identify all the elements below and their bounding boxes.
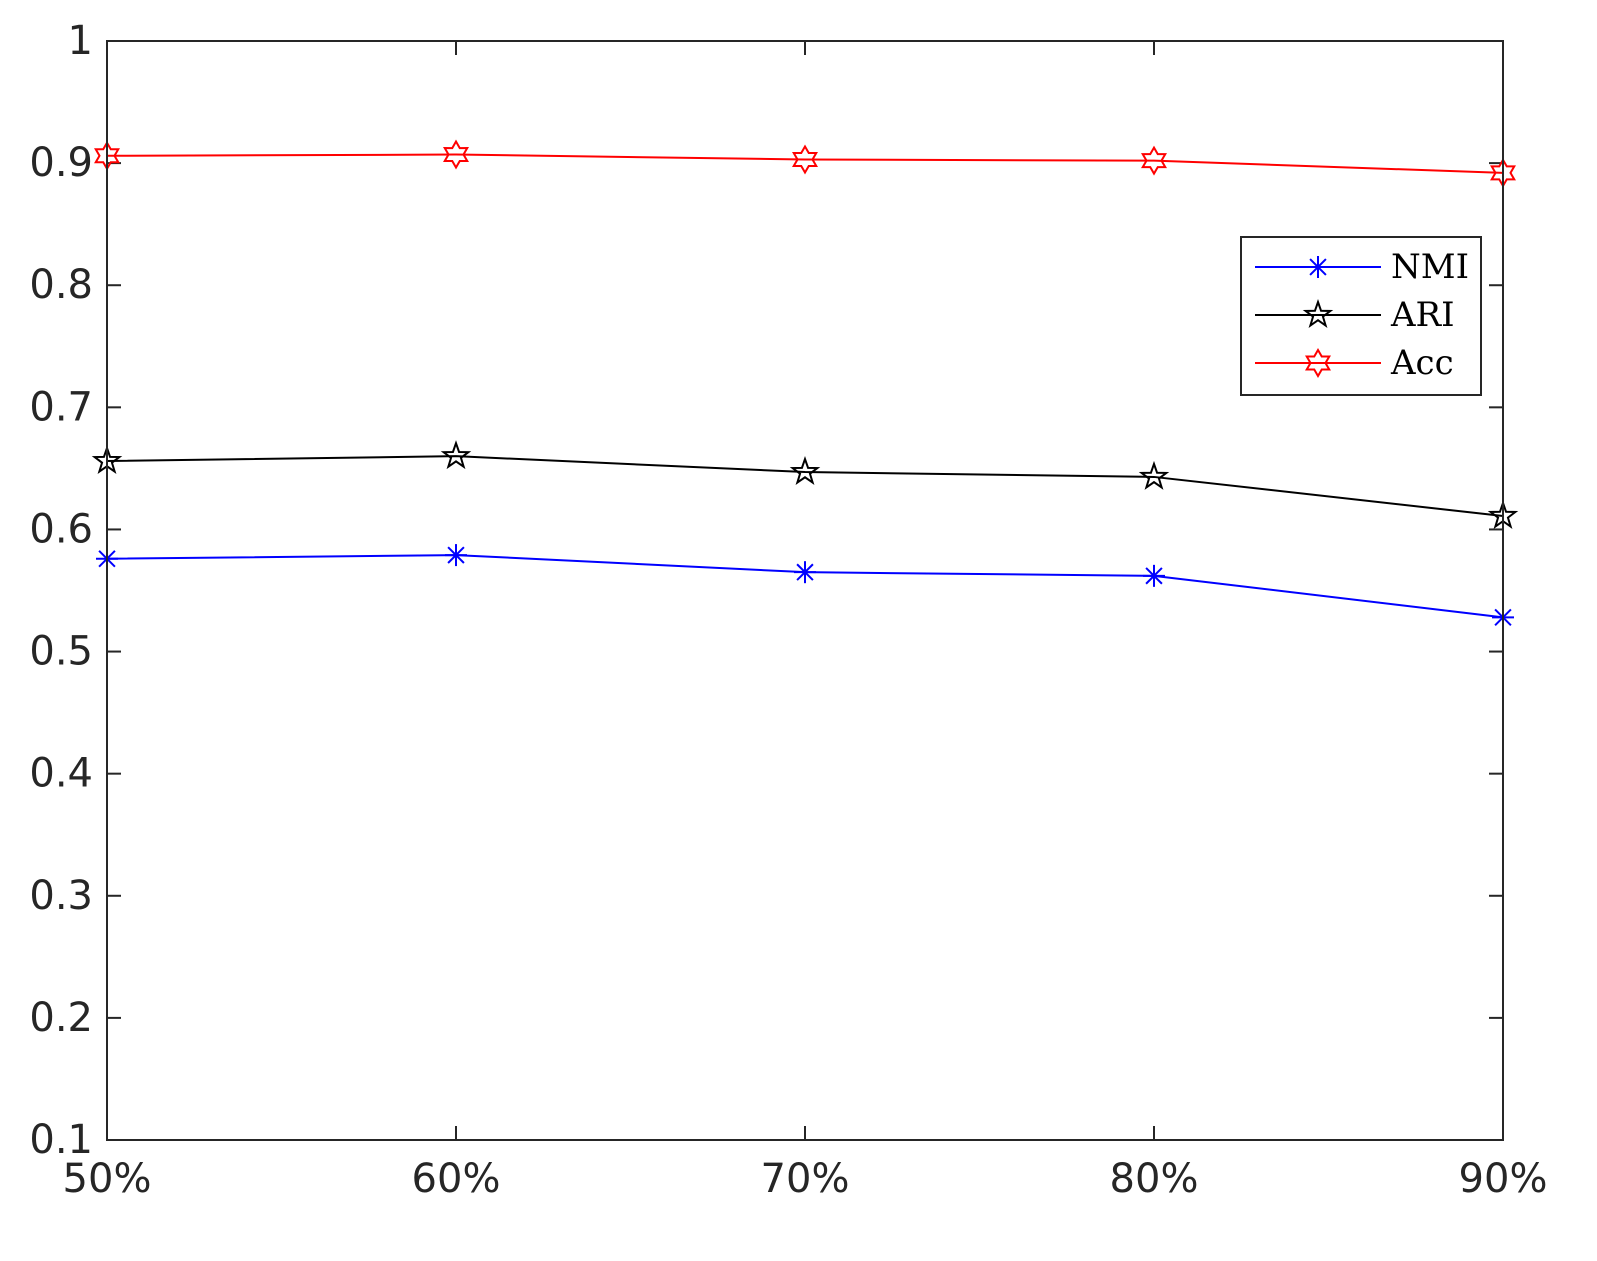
data-point-acc (792, 144, 818, 175)
y-tick-label: 0.2 (29, 995, 93, 1041)
data-point-ari (440, 440, 472, 470)
x-tick-label: 80% (1110, 1156, 1199, 1202)
data-point-nmi (445, 544, 467, 567)
data-point-ari (1138, 460, 1170, 490)
axes-box (106, 40, 1504, 1141)
y-tick-label: 0.6 (29, 506, 93, 552)
data-point-acc (443, 139, 469, 170)
legend-marker-ari (1302, 298, 1334, 328)
legend-label-nmi: NMI (1391, 247, 1469, 287)
data-point-acc (1141, 145, 1167, 176)
legend-label-ari: ARI (1390, 295, 1455, 335)
legend-item-ari: ARI (1255, 295, 1455, 335)
y-tick-label: 0.4 (29, 751, 93, 797)
data-point-nmi (1143, 564, 1165, 587)
y-tick-label: 0.7 (29, 384, 93, 430)
series-nmi (96, 544, 1514, 629)
y-tick-label: 0.9 (29, 140, 93, 186)
series-line-acc (106, 153, 1504, 174)
plot-area (107, 41, 1503, 1140)
legend-marker-nmi (1307, 256, 1329, 278)
data-point-ari (789, 456, 821, 486)
y-tick-label: 0.5 (29, 629, 93, 675)
series-line-ari (106, 455, 1504, 518)
x-tick-label: 60% (412, 1156, 501, 1202)
legend: NMI ARI Acc (1240, 236, 1482, 396)
x-tick-label: 90% (1459, 1156, 1548, 1202)
ticks: 0.1 0.2 0.3 0.4 0.5 0.6 0.7 0.8 0.9 1 50% 60% 70% 80%… (29, 18, 1547, 1202)
y-tick-label: 0.3 (29, 873, 93, 919)
legend-item-acc: Acc (1255, 343, 1454, 383)
y-tick-label: 1 (68, 18, 93, 64)
series-layer (91, 139, 1519, 629)
x-tick-label: 50% (63, 1156, 152, 1202)
y-tick-label: 0.8 (29, 262, 93, 308)
data-point-nmi (794, 561, 816, 584)
legend-label-acc: Acc (1390, 343, 1454, 383)
legend-item-nmi: NMI (1255, 247, 1469, 287)
y-tick-label: 0.1 (29, 1117, 93, 1163)
legend-marker-acc (1305, 347, 1331, 379)
x-tick-label: 70% (761, 1156, 850, 1202)
